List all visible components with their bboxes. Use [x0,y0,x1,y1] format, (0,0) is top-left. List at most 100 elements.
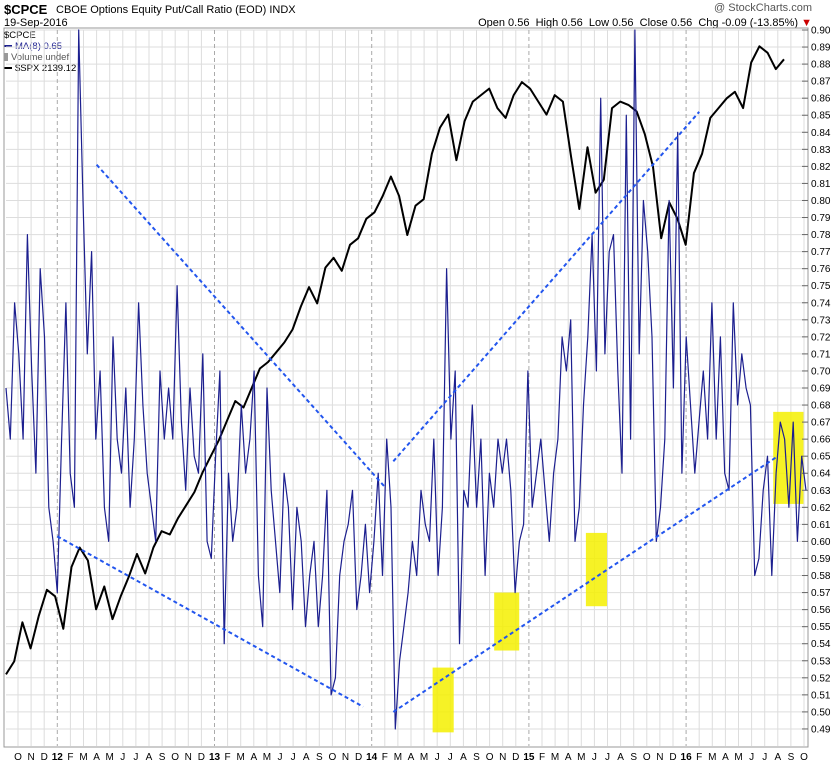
trendline [392,111,700,462]
y-tick-label: 0.87 [811,77,831,88]
y-tick-label: 0.72 [811,332,831,343]
y-tick-label: 0.55 [811,622,831,633]
y-axis-ticks: 0.49 0.50 0.51 0.52 0.53 0.54 0.55 0.56 0.57 0.58… [802,26,831,735]
y-tick-label: 0.69 [811,384,831,395]
legend-symbol: $CPCE [4,30,36,41]
y-tick-label: 0.76 [811,264,831,275]
x-month-label: J [278,752,283,763]
x-month-label: A [250,752,257,763]
x-month-label: J [605,752,610,763]
chg-value: -0.09 (-13.85%) [721,17,799,29]
y-tick-label: 0.50 [811,707,831,718]
legend-ma-text: MA(8) 0.65 [15,41,62,52]
y-tick-label: 0.49 [811,724,831,735]
stockcharts-watermark: @ StockCharts.com [714,2,812,14]
x-month-label: N [27,752,34,763]
x-month-label: O [643,752,651,763]
trendlines [56,111,779,713]
y-tick-label: 0.73 [811,315,831,326]
x-month-label: N [656,752,663,763]
y-tick-label: 0.54 [811,639,831,650]
open-value: 0.56 [508,17,530,29]
legend-ma: MA(8) 0.65 [4,41,62,52]
y-tick-label: 0.52 [811,673,831,684]
x-month-label: J [448,752,453,763]
highlight-box [585,532,607,607]
x-month-label: O [800,752,808,763]
x-year-label: 16 [681,752,693,763]
x-month-label: M [420,752,428,763]
x-month-label: D [669,752,676,763]
y-tick-label: 0.74 [811,298,831,309]
y-tick-label: 0.70 [811,366,831,377]
x-month-label: M [237,752,245,763]
x-month-label: A [93,752,100,763]
x-year-label: 13 [209,752,221,763]
high-label: High [535,17,559,29]
x-month-label: O [14,752,22,763]
y-tick-label: 0.53 [811,656,831,667]
y-tick-label: 0.71 [811,349,831,360]
legend-volume: Volume undef [4,52,69,63]
y-tick-label: 0.63 [811,486,831,497]
highlight-box [494,592,520,651]
x-month-label: J [120,752,125,763]
y-tick-label: 0.75 [811,281,831,292]
y-tick-label: 0.80 [811,196,831,207]
x-month-label: A [408,752,415,763]
x-month-label: J [435,752,440,763]
y-tick-label: 0.68 [811,401,831,412]
y-tick-label: 0.86 [811,94,831,105]
x-month-label: O [171,752,179,763]
ohlc-readout: Open 0.56 High 0.56 Low 0.56 Close 0.56 … [478,17,812,29]
x-month-label: D [355,752,362,763]
x-month-label: F [225,752,231,763]
x-month-label: D [41,752,48,763]
chart-description: CBOE Options Equity Put/Call Ratio (EOD)… [56,4,296,16]
spx-series-line [5,45,785,675]
x-month-label: M [577,752,585,763]
x-month-label: J [592,752,597,763]
chg-down-icon: ▼ [801,17,812,29]
x-month-label: O [486,752,494,763]
x-month-label: J [133,752,138,763]
x-month-label: A [774,752,781,763]
y-tick-label: 0.89 [811,43,831,54]
x-month-label: N [185,752,192,763]
x-month-label: F [696,752,702,763]
ma-line [5,29,807,730]
x-month-label: F [382,752,388,763]
x-month-label: N [342,752,349,763]
chg-label: Chg [698,17,719,29]
x-year-label: 12 [52,752,64,763]
x-month-label: A [303,752,310,763]
x-year-label: 15 [523,752,535,763]
x-month-label: J [762,752,767,763]
legend-volume-text: Volume undef [11,52,70,63]
low-value: 0.56 [612,17,634,29]
x-month-label: A [617,752,624,763]
y-tick-label: 0.51 [811,690,831,701]
y-tick-label: 0.82 [811,162,831,173]
y-tick-label: 0.66 [811,435,831,446]
trendline [95,164,386,488]
x-month-label: S [473,752,480,763]
x-month-label: S [630,752,637,763]
x-month-label: S [316,752,323,763]
x-month-label: M [551,752,559,763]
chart-symbol: $CPCE [4,2,48,17]
x-month-label: M [394,752,402,763]
ma-series-line [5,29,807,730]
open-label: Open [478,17,505,29]
y-tick-label: 0.57 [811,588,831,599]
legend-spx: $SPX 2139.12 [4,63,76,74]
highlight-box [773,411,804,504]
x-month-label: A [565,752,572,763]
y-tick-label: 0.77 [811,247,831,258]
x-month-label: J [291,752,296,763]
highlight-box [432,667,454,733]
x-month-label: M [708,752,716,763]
y-tick-label: 0.78 [811,230,831,241]
x-month-label: A [722,752,729,763]
